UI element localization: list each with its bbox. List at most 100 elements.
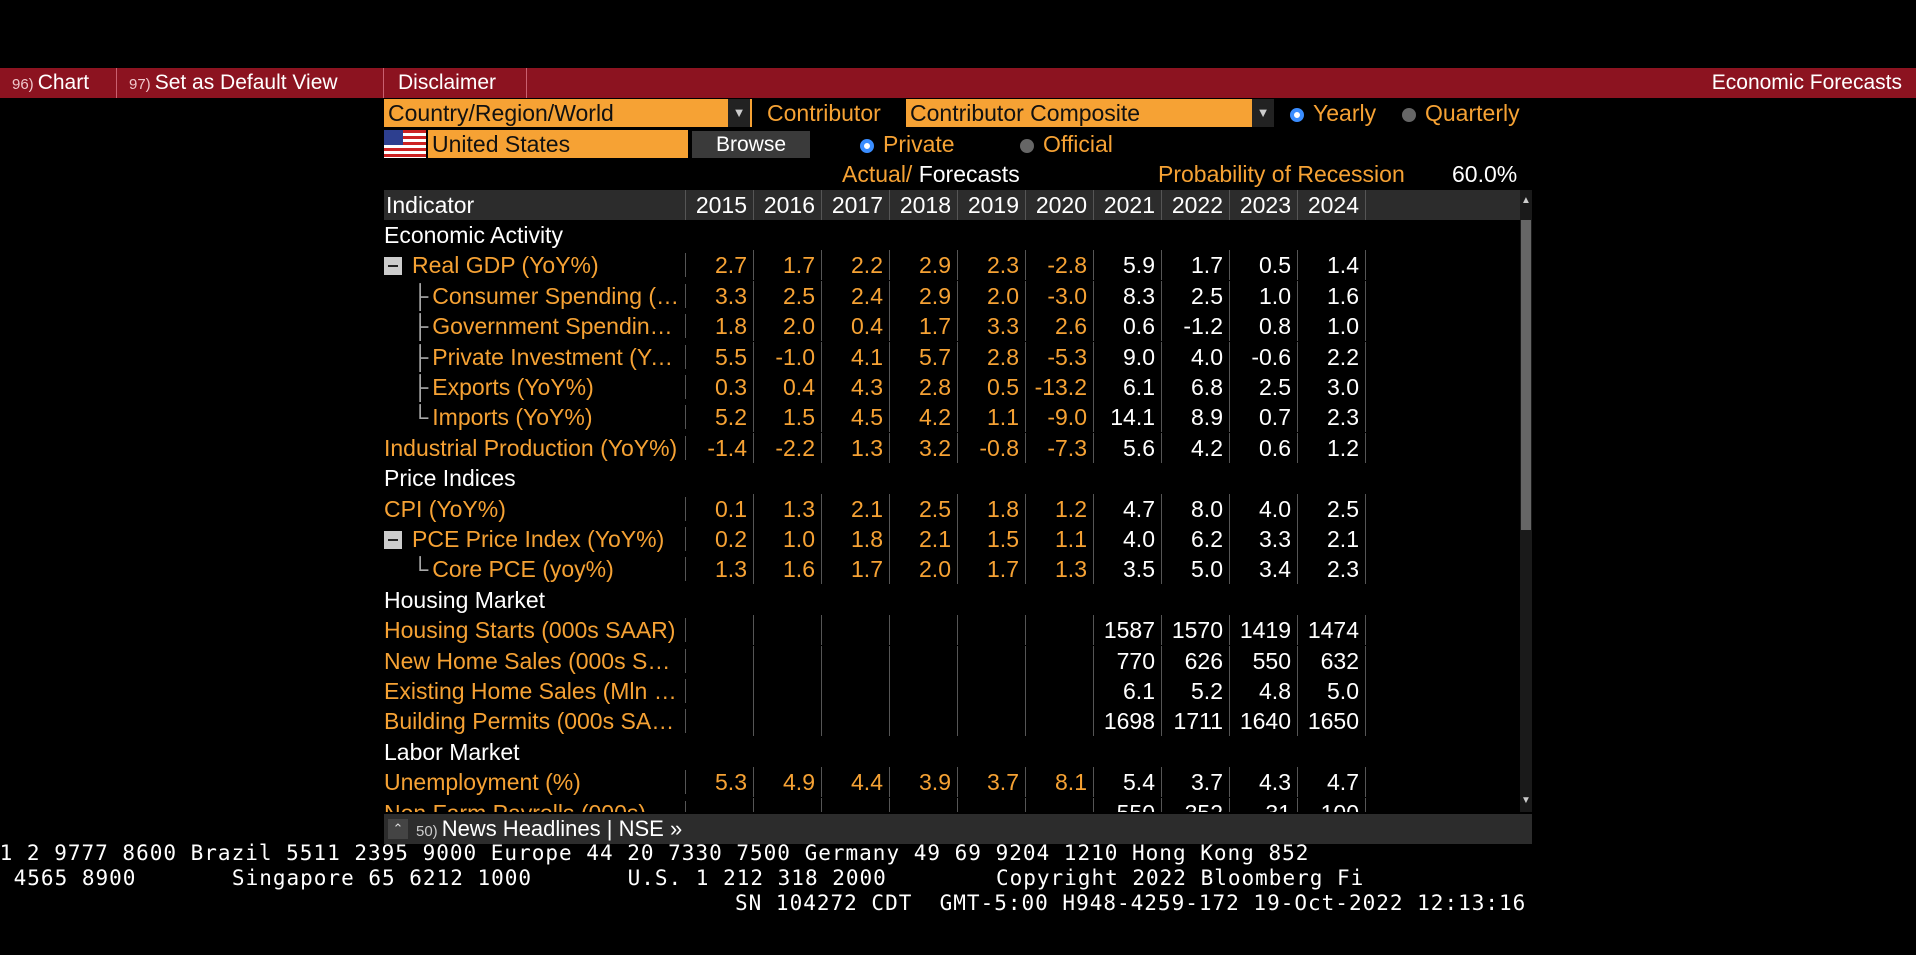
value-cell[interactable]: 3.0 <box>1298 372 1366 402</box>
value-cell[interactable]: 1.8 <box>958 493 1026 524</box>
value-cell[interactable]: 5.2 <box>686 402 754 433</box>
value-cell[interactable]: 8.0 <box>1162 493 1230 524</box>
table-row[interactable]: Building Permits (000s SAAR) 1698 1711 1640… <box>384 706 1520 737</box>
value-cell[interactable]: -9.0 <box>1026 402 1094 433</box>
value-cell[interactable]: 0.7 <box>1230 402 1298 433</box>
value-cell[interactable] <box>958 645 1026 676</box>
value-cell[interactable] <box>686 645 754 676</box>
value-cell[interactable]: 550 <box>1094 797 1162 812</box>
value-cell[interactable]: 3.2 <box>890 432 958 463</box>
value-cell[interactable]: 4.4 <box>822 767 890 798</box>
year-column-header[interactable]: 2015 <box>686 190 754 220</box>
value-cell[interactable] <box>890 706 958 737</box>
value-cell[interactable]: 2.5 <box>890 493 958 524</box>
value-cell[interactable]: 9.0 <box>1094 341 1162 372</box>
value-cell[interactable] <box>1026 797 1094 812</box>
table-row[interactable]: Real GDP (YoY%) 2.7 1.7 2.2 2.9 2.3 -2.8 5.9 1.7… <box>384 250 1520 281</box>
value-cell[interactable]: -7.3 <box>1026 432 1094 463</box>
value-cell[interactable]: 632 <box>1298 645 1366 676</box>
table-row[interactable]: ├ Private Investment (YoY%) 5.5 -1.0 4.1 5.7 2… <box>384 341 1520 372</box>
indicator-name[interactable]: Real GDP (YoY%) <box>384 250 684 280</box>
table-row[interactable]: Non Farm Payrolls (000s) 55035231100 <box>384 797 1520 812</box>
value-cell[interactable]: 1.1 <box>1026 524 1094 554</box>
value-cell[interactable]: 1.7 <box>890 311 958 342</box>
value-cell[interactable]: 4.8 <box>1230 676 1298 706</box>
value-cell[interactable]: 5.7 <box>890 341 958 372</box>
value-cell[interactable]: 1711 <box>1162 706 1230 737</box>
value-cell[interactable] <box>822 676 890 706</box>
value-cell[interactable] <box>1026 645 1094 676</box>
value-cell[interactable]: 0.3 <box>686 372 754 402</box>
value-cell[interactable]: 550 <box>1230 645 1298 676</box>
indicator-name[interactable]: ├ Private Investment (YoY%) <box>384 342 684 372</box>
value-cell[interactable]: 4.9 <box>754 767 822 798</box>
value-cell[interactable]: 2.1 <box>890 524 958 554</box>
table-row[interactable]: Unemployment (%) 5.3 4.9 4.4 3.9 3.7 8.1 5.4 3.7… <box>384 767 1520 798</box>
indicator-name[interactable]: Unemployment (%) <box>384 767 684 797</box>
value-cell[interactable]: 3.3 <box>958 311 1026 342</box>
value-cell[interactable]: 2.8 <box>958 341 1026 372</box>
value-cell[interactable]: 1.8 <box>822 524 890 554</box>
value-cell[interactable]: 1.5 <box>754 402 822 433</box>
table-row[interactable]: ├Consumer Spending (YoY%)3.32.52.42.92.0… <box>384 280 1520 311</box>
value-cell[interactable]: 2.4 <box>822 280 890 311</box>
table-row[interactable]: PCE Price Index (YoY%) 0.2 1.0 1.8 2.1 1.5 1.1… <box>384 524 1520 554</box>
indicator-name[interactable]: └ Imports (YoY%) <box>384 402 684 432</box>
value-cell[interactable]: 0.2 <box>686 524 754 554</box>
news-headlines-link[interactable]: 50) News Headlines | NSE » <box>416 814 682 847</box>
value-cell[interactable]: 2.0 <box>754 311 822 342</box>
value-cell[interactable] <box>754 706 822 737</box>
value-cell[interactable]: 0.1 <box>686 493 754 524</box>
value-cell[interactable]: 1419 <box>1230 615 1298 646</box>
value-cell[interactable] <box>754 797 822 812</box>
value-cell[interactable]: 1.3 <box>754 493 822 524</box>
value-cell[interactable]: 3.4 <box>1230 554 1298 585</box>
value-cell[interactable] <box>958 615 1026 646</box>
value-cell[interactable]: 8.1 <box>1026 767 1094 798</box>
value-cell[interactable]: 2.9 <box>890 280 958 311</box>
value-cell[interactable] <box>958 797 1026 812</box>
year-column-header[interactable]: 2020 <box>1026 190 1094 220</box>
value-cell[interactable]: -1.4 <box>686 432 754 463</box>
indicator-name[interactable]: PCE Price Index (YoY%) <box>384 524 684 554</box>
region-dropdown-arrow-icon[interactable]: ▼ <box>728 99 750 127</box>
value-cell[interactable]: 0.6 <box>1094 311 1162 342</box>
value-cell[interactable] <box>1026 676 1094 706</box>
year-column-header[interactable]: 2018 <box>890 190 958 220</box>
value-cell[interactable]: 1.0 <box>1230 280 1298 311</box>
value-cell[interactable]: 2.1 <box>1298 524 1366 554</box>
table-row[interactable]: └ Imports (YoY%) 5.2 1.5 4.5 4.2 1.1 -9.0 14.1 8.… <box>384 402 1520 433</box>
browse-button[interactable]: Browse <box>692 131 810 158</box>
value-cell[interactable]: 5.9 <box>1094 250 1162 281</box>
table-row[interactable]: Existing Home Sales (Mln SAAR) 6.15.24.85… <box>384 676 1520 706</box>
value-cell[interactable]: 1570 <box>1162 615 1230 646</box>
value-cell[interactable]: 2.0 <box>890 554 958 585</box>
value-cell[interactable]: 2.3 <box>1298 554 1366 585</box>
value-cell[interactable]: 4.3 <box>1230 767 1298 798</box>
value-cell[interactable]: 6.8 <box>1162 372 1230 402</box>
news-headlines-bar[interactable]: ⌃ 50) News Headlines | NSE » <box>384 814 1532 844</box>
value-cell[interactable]: 1.4 <box>1298 250 1366 281</box>
value-cell[interactable] <box>822 615 890 646</box>
table-row[interactable]: Housing Starts (000s SAAR) 1587 1570 1419 14… <box>384 615 1520 646</box>
value-cell[interactable]: 5.2 <box>1162 676 1230 706</box>
value-cell[interactable]: 8.3 <box>1094 280 1162 311</box>
value-cell[interactable] <box>754 645 822 676</box>
year-column-header[interactable]: 2023 <box>1230 190 1298 220</box>
value-cell[interactable]: 1.7 <box>1162 250 1230 281</box>
value-cell[interactable]: -3.0 <box>1026 280 1094 311</box>
indicator-name[interactable]: Housing Starts (000s SAAR) <box>384 615 684 645</box>
value-cell[interactable]: 4.2 <box>1162 432 1230 463</box>
year-column-header[interactable]: 2019 <box>958 190 1026 220</box>
value-cell[interactable] <box>686 706 754 737</box>
expand-up-icon[interactable]: ⌃ <box>388 819 408 839</box>
value-cell[interactable]: 1.1 <box>958 402 1026 433</box>
value-cell[interactable] <box>890 676 958 706</box>
value-cell[interactable]: 4.0 <box>1230 493 1298 524</box>
value-cell[interactable]: 3.3 <box>686 280 754 311</box>
value-cell[interactable]: 1.8 <box>686 311 754 342</box>
value-cell[interactable]: 0.6 <box>1230 432 1298 463</box>
set-default-view-button[interactable]: 97) Set as Default View <box>117 68 384 98</box>
value-cell[interactable]: 4.3 <box>822 372 890 402</box>
value-cell[interactable]: 0.8 <box>1230 311 1298 342</box>
